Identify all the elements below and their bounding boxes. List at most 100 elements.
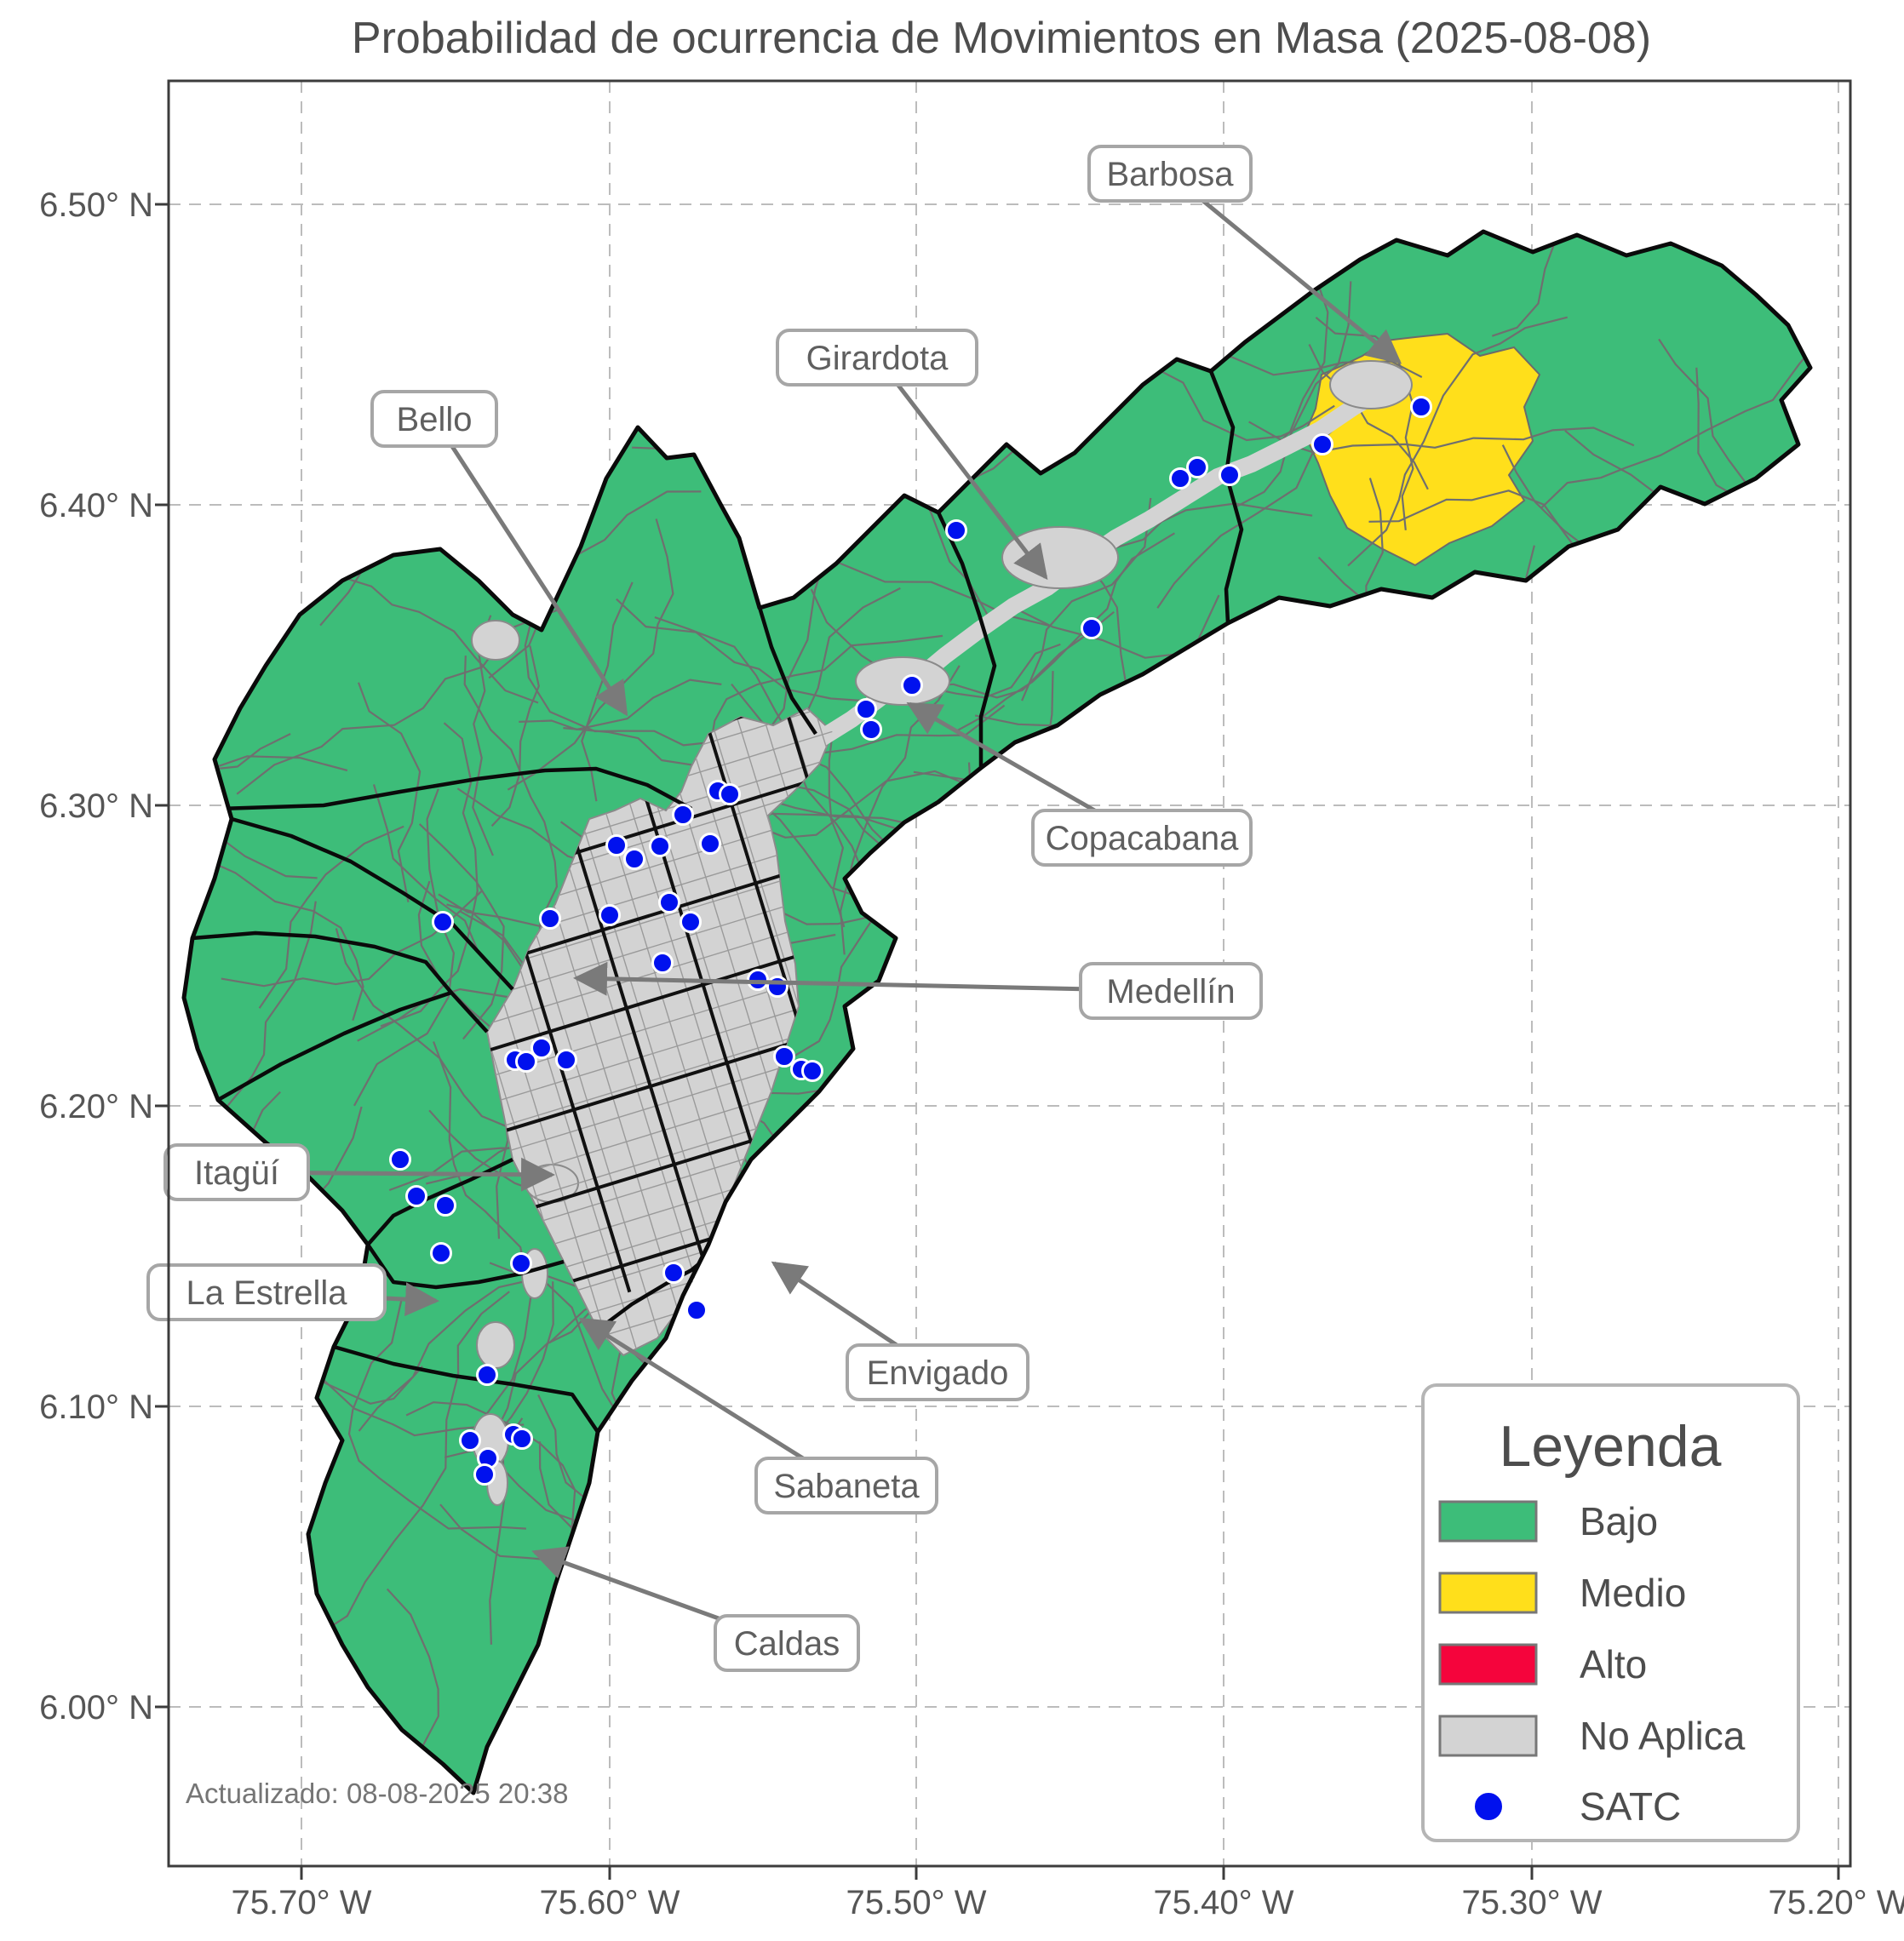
satc-stations xyxy=(389,396,1432,1486)
legend-swatch-no-aplica xyxy=(1438,1715,1538,1757)
satc-station-dot xyxy=(515,1051,537,1073)
vereda-line xyxy=(258,825,404,1009)
satc-station-dot xyxy=(389,1148,411,1171)
callout-label: Medellín xyxy=(1106,973,1235,1011)
callout-bello: Bello xyxy=(370,390,628,717)
municipality-border-line xyxy=(936,512,997,768)
vereda-line xyxy=(828,728,846,928)
vereda-line xyxy=(1308,344,1429,490)
callout-sabaneta: Sabaneta xyxy=(578,1317,938,1514)
callout-label: Girardota xyxy=(806,340,949,377)
callout-arrow xyxy=(432,417,628,717)
callout-box xyxy=(370,390,498,448)
legend-swatch-bajo xyxy=(1438,1500,1538,1543)
x-tick-label: 75.70° W xyxy=(232,1884,372,1921)
legend: Leyenda Bajo Medio Alto No Aplica SATC xyxy=(1421,1383,1800,1842)
x-axis-labels: 75.70° W 75.60° W 75.50° W 75.40° W 75.3… xyxy=(232,1884,1904,1921)
legend-swatch-alto xyxy=(1438,1643,1538,1686)
satc-station-dot xyxy=(555,1049,577,1071)
callout-label: Caldas xyxy=(734,1625,840,1663)
vereda-line xyxy=(224,901,317,1109)
satc-station-dot xyxy=(1081,617,1103,639)
vereda-line xyxy=(955,532,1175,732)
callout-label: La Estrella xyxy=(186,1274,348,1312)
satc-station-dot xyxy=(432,911,454,933)
legend-title: Leyenda xyxy=(1500,1414,1722,1479)
callout-arrow xyxy=(573,961,1172,996)
vereda-line xyxy=(488,490,702,679)
satc-station-dot xyxy=(855,698,877,720)
satc-station-dot xyxy=(510,1252,532,1274)
satc-station-dot xyxy=(901,674,923,696)
urban-area-san-felix xyxy=(471,620,520,661)
barrio-grid-line xyxy=(487,858,833,1054)
callout-box xyxy=(1087,145,1253,203)
municipality-border-line xyxy=(1208,370,1244,624)
callout-label: Sabaneta xyxy=(773,1468,920,1505)
x-tick-label: 75.20° W xyxy=(1769,1884,1904,1921)
callout-arrow xyxy=(875,356,1048,581)
satc-station-dot xyxy=(1311,433,1333,455)
municipality-borders xyxy=(192,370,1244,1434)
updated-timestamp: Actualizado: 08-08-2025 20:38 xyxy=(186,1778,569,1809)
satc-station-dot xyxy=(672,804,694,826)
satc-station-dot xyxy=(599,904,621,926)
vereda-line xyxy=(1236,281,1352,507)
callout-barbosa: Barbosa xyxy=(1087,145,1402,364)
axis-tick-marks xyxy=(155,203,1840,1880)
callout-la-estrella: La Estrella xyxy=(146,1263,439,1321)
satc-station-dot xyxy=(719,783,741,805)
callout-label: Bello xyxy=(397,401,473,438)
callout-label: Envigado xyxy=(867,1354,1009,1392)
vereda-line xyxy=(1248,421,1635,454)
callout-itag-: Itagüí xyxy=(163,1143,555,1201)
satc-station-dot xyxy=(801,1060,823,1082)
satc-station-dot xyxy=(1219,464,1241,486)
satc-station-dot xyxy=(680,911,702,933)
vereda-line xyxy=(490,645,540,827)
x-tick-label: 75.60° W xyxy=(540,1884,680,1921)
callout-box xyxy=(146,1263,387,1321)
callout-box xyxy=(1031,809,1253,867)
vereda-line xyxy=(353,788,455,1107)
y-tick-label: 6.40° N xyxy=(39,487,153,524)
callout-box xyxy=(776,329,978,386)
callout-box xyxy=(714,1614,860,1672)
callout-box xyxy=(754,1457,938,1514)
vereda-line xyxy=(184,561,291,771)
vereda-line xyxy=(184,755,348,855)
comuna-border-line xyxy=(487,708,632,1293)
barrio-grid-line xyxy=(487,1028,833,1225)
urban-area-barbosa xyxy=(1329,360,1413,409)
legend-label-satc: SATC xyxy=(1580,1784,1681,1829)
y-tick-label: 6.00° N xyxy=(39,1689,153,1726)
y-tick-label: 6.20° N xyxy=(39,1088,153,1125)
vereda-line xyxy=(1021,497,1152,701)
comuna-border-line xyxy=(487,1062,833,1260)
callout-label: Barbosa xyxy=(1107,156,1235,193)
vereda-line xyxy=(418,823,505,1040)
barrio-grid-line xyxy=(487,736,833,932)
legend-label-alto: Alto xyxy=(1580,1642,1647,1686)
plot-frame xyxy=(167,79,1852,1868)
y-tick-label: 6.30° N xyxy=(39,787,153,825)
satc-station-dot xyxy=(649,835,671,857)
legend-satc-point-icon xyxy=(1473,1791,1504,1822)
vereda-line xyxy=(519,678,722,730)
comuna-border-line xyxy=(487,984,833,1182)
barrio-grid-line xyxy=(487,1053,833,1249)
vereda-line xyxy=(1347,316,1568,567)
vereda-line xyxy=(433,1041,532,1423)
y-tick-label: 6.10° N xyxy=(39,1388,153,1426)
satc-station-dot xyxy=(434,1194,456,1217)
callout-label: Copacabana xyxy=(1046,820,1240,857)
satc-station-dot xyxy=(405,1185,427,1207)
y-tick-label: 6.50° N xyxy=(39,186,153,224)
satc-station-dot xyxy=(651,952,674,974)
x-tick-label: 75.30° W xyxy=(1462,1884,1603,1921)
callout-label: Itagüí xyxy=(194,1154,279,1192)
satc-station-dot xyxy=(945,519,967,541)
barrio-grid-line xyxy=(487,931,833,1127)
